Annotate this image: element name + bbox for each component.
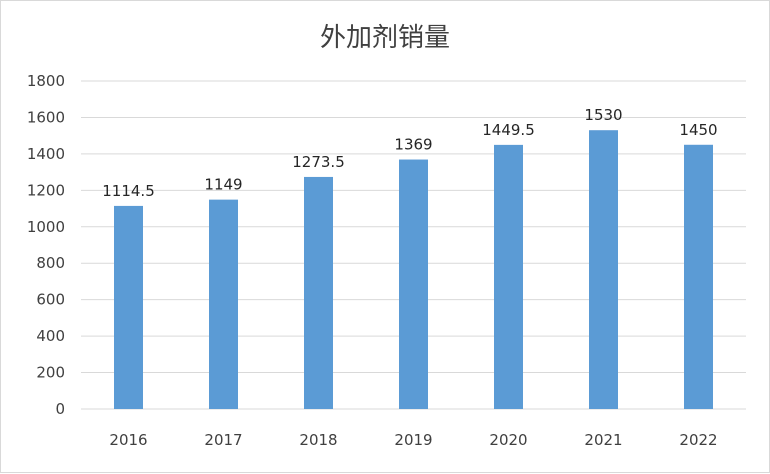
data-label: 1449.5 — [482, 121, 535, 139]
x-tick-label: 2016 — [109, 431, 147, 449]
bar — [114, 205, 143, 409]
bar — [399, 159, 428, 409]
x-tick-label: 2019 — [394, 431, 432, 449]
data-label: 1114.5 — [102, 182, 155, 200]
y-tick-label: 200 — [36, 364, 65, 382]
x-tick-label: 2020 — [489, 431, 527, 449]
y-tick-label: 1400 — [27, 145, 65, 163]
y-tick-label: 600 — [36, 291, 65, 309]
y-tick-label: 0 — [55, 400, 65, 418]
bar — [589, 130, 618, 409]
y-tick-label: 1200 — [27, 181, 65, 199]
y-tick-label: 1600 — [27, 108, 65, 126]
chart-title: 外加剂销量 — [319, 23, 450, 53]
data-label: 1273.5 — [292, 153, 345, 171]
x-tick-label: 2018 — [299, 431, 337, 449]
data-label: 1149 — [204, 176, 242, 194]
bar — [684, 144, 713, 409]
y-tick-label: 800 — [36, 254, 65, 272]
bar — [304, 176, 333, 409]
data-label: 1369 — [394, 136, 432, 154]
x-tick-label: 2021 — [584, 431, 622, 449]
y-tick-label: 1800 — [27, 72, 65, 90]
bar — [209, 199, 238, 409]
y-tick-label: 1000 — [27, 218, 65, 236]
x-tick-label: 2017 — [204, 431, 242, 449]
data-label: 1530 — [584, 106, 622, 124]
y-tick-label: 400 — [36, 327, 65, 345]
bar — [494, 144, 523, 409]
x-tick-label: 2022 — [679, 431, 717, 449]
data-label: 1450 — [679, 121, 717, 139]
